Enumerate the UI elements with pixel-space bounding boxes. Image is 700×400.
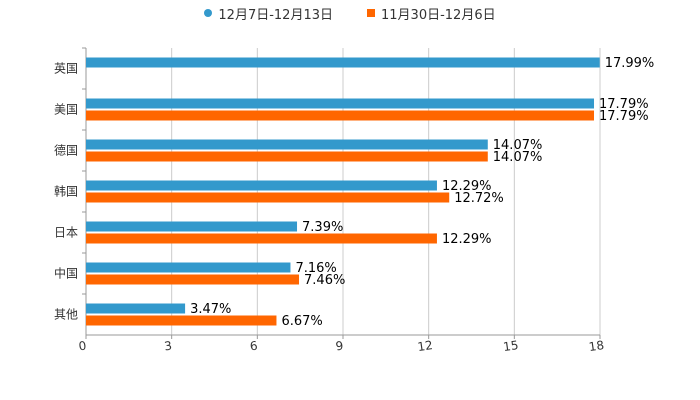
- y-category-label-0: 英国: [54, 62, 78, 76]
- bar-series1-3[interactable]: [86, 180, 437, 191]
- data-label-series1-4: 7.39%: [302, 220, 343, 235]
- y-category-label-4: 日本: [54, 226, 78, 240]
- bar-series2-1[interactable]: [86, 110, 595, 121]
- bar-series2-4[interactable]: [86, 233, 437, 244]
- bar-series2-3[interactable]: [86, 192, 450, 203]
- data-label-series2-4: 12.29%: [442, 232, 492, 247]
- y-category-label-5: 中国: [54, 266, 78, 281]
- x-tick-label-6: 18: [588, 338, 605, 354]
- x-tick-label-2: 6: [249, 339, 259, 354]
- bar-series1-5[interactable]: [86, 262, 291, 273]
- legend-label-series-2: 11月30日-12月6日: [381, 7, 496, 23]
- bar-series1-2[interactable]: [86, 139, 488, 150]
- bar-series2-2[interactable]: [86, 151, 488, 162]
- legend-marker-series-1: [204, 9, 213, 17]
- y-category-label-2: 德国: [54, 143, 78, 158]
- data-label-series1-1: 17.79%: [599, 97, 649, 112]
- y-category-label-6: 其他: [54, 308, 78, 322]
- legend-item-series-1[interactable]: 12月7日-12月13日: [204, 3, 333, 23]
- data-label-series2-1: 17.79%: [599, 109, 649, 124]
- data-label-series2-2: 14.07%: [493, 150, 543, 165]
- y-category-label-1: 美国: [54, 103, 78, 117]
- x-tick-label-1: 3: [163, 339, 173, 354]
- bar-series1-6[interactable]: [86, 303, 186, 314]
- x-tick-label-5: 15: [502, 338, 519, 354]
- x-tick-label-3: 9: [335, 339, 345, 354]
- bar-series1-1[interactable]: [86, 98, 595, 109]
- data-label-series2-6: 6.67%: [281, 314, 322, 329]
- data-label-series1-3: 12.29%: [442, 179, 492, 194]
- legend-marker-series-2: [367, 9, 375, 17]
- data-label-series1-2: 14.07%: [493, 138, 543, 153]
- y-category-label-3: 韩国: [54, 184, 78, 199]
- bar-series1-0[interactable]: [86, 57, 600, 68]
- bar-series2-5[interactable]: [86, 274, 300, 285]
- x-tick-label-4: 12: [417, 338, 434, 354]
- data-label-series1-5: 7.16%: [295, 261, 336, 276]
- legend-label-series-1: 12月7日-12月13日: [218, 7, 333, 23]
- chart-legend: 12月7日-12月13日 11月30日-12月6日: [0, 3, 700, 23]
- legend-item-series-2[interactable]: 11月30日-12月6日: [367, 3, 496, 23]
- x-tick-label-0: 0: [78, 339, 88, 354]
- data-label-series2-3: 12.72%: [454, 191, 504, 206]
- data-label-series2-5: 7.46%: [304, 273, 345, 288]
- bar-series1-4[interactable]: [86, 221, 298, 232]
- bar-series2-6[interactable]: [86, 315, 277, 326]
- data-label-series1-0: 17.99%: [605, 56, 655, 71]
- data-label-series1-6: 3.47%: [190, 302, 231, 317]
